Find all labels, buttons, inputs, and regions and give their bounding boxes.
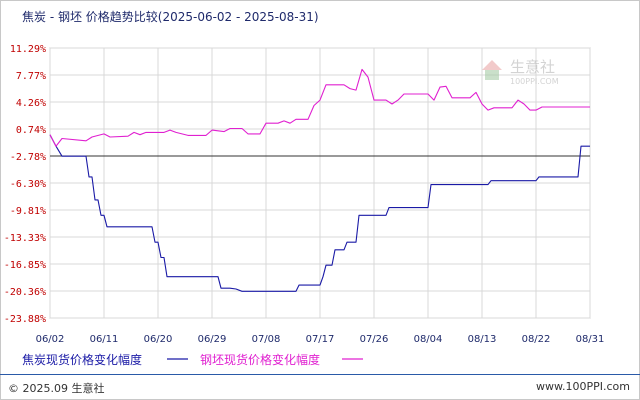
x-tick-label: 08/22 <box>522 334 551 345</box>
y-tick-label: -2.78% <box>10 152 46 163</box>
x-tick-label: 06/29 <box>198 334 227 345</box>
series-line-2 <box>49 68 590 147</box>
x-tick-label: 06/11 <box>90 334 119 345</box>
y-tick-label: -9.81% <box>10 206 46 217</box>
x-tick-label: 08/13 <box>468 334 497 345</box>
footer-divider <box>0 374 640 375</box>
legend-label-series2: 钢坯现货价格变化幅度 <box>200 352 320 367</box>
y-tick-label: 0.74% <box>16 125 46 136</box>
x-tick-label: 08/04 <box>414 334 443 345</box>
y-tick-label: -16.85% <box>4 260 46 271</box>
x-tick-label: 07/08 <box>252 334 281 345</box>
legend-label-series1: 焦炭现货价格变化幅度 <box>22 352 142 367</box>
y-tick-label: -13.33% <box>4 233 46 244</box>
watermark-url: 100PPI.COM <box>510 77 559 86</box>
x-tick-label: 06/20 <box>144 334 173 345</box>
x-tick-label: 07/26 <box>360 334 389 345</box>
house-logo-icon <box>482 60 502 80</box>
series-line-1 <box>49 134 590 292</box>
legend: 焦炭现货价格变化幅度 钢坯现货价格变化幅度 <box>22 352 363 367</box>
footer-copyright: © 2025.09 生意社 <box>8 382 105 395</box>
grid <box>49 47 591 319</box>
y-tick-label: 11.29% <box>10 44 46 55</box>
chart-title: 焦炭 - 钢坯 价格趋势比较(2025-06-02 - 2025-08-31) <box>22 10 319 24</box>
series-layer <box>49 68 590 292</box>
footer-site-link[interactable]: www.100PPI.com <box>536 380 630 393</box>
axes: 11.29% 7.77% 4.26% 0.74% -2.78% -6.30% -9.81% -… <box>4 44 605 345</box>
y-tick-label: -20.36% <box>4 287 46 298</box>
x-tick-label: 07/17 <box>306 334 335 345</box>
y-tick-label: -23.88% <box>4 314 46 325</box>
x-tick-label: 06/02 <box>36 334 65 345</box>
watermark: 生意社 100PPI.COM <box>482 58 559 86</box>
x-tick-label: 08/31 <box>576 334 605 345</box>
y-tick-label: -6.30% <box>10 179 46 190</box>
watermark-name: 生意社 <box>510 58 555 76</box>
y-tick-label: 7.77% <box>16 71 46 82</box>
y-tick-label: 4.26% <box>16 98 46 109</box>
